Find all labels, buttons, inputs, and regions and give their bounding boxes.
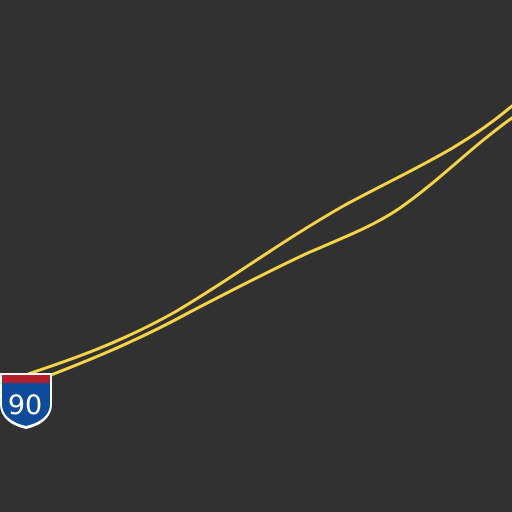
route-number-label: 90 — [8, 390, 42, 421]
interstate-shield-icon[interactable]: 90 — [0, 373, 52, 429]
shield-top-band — [2, 375, 50, 383]
